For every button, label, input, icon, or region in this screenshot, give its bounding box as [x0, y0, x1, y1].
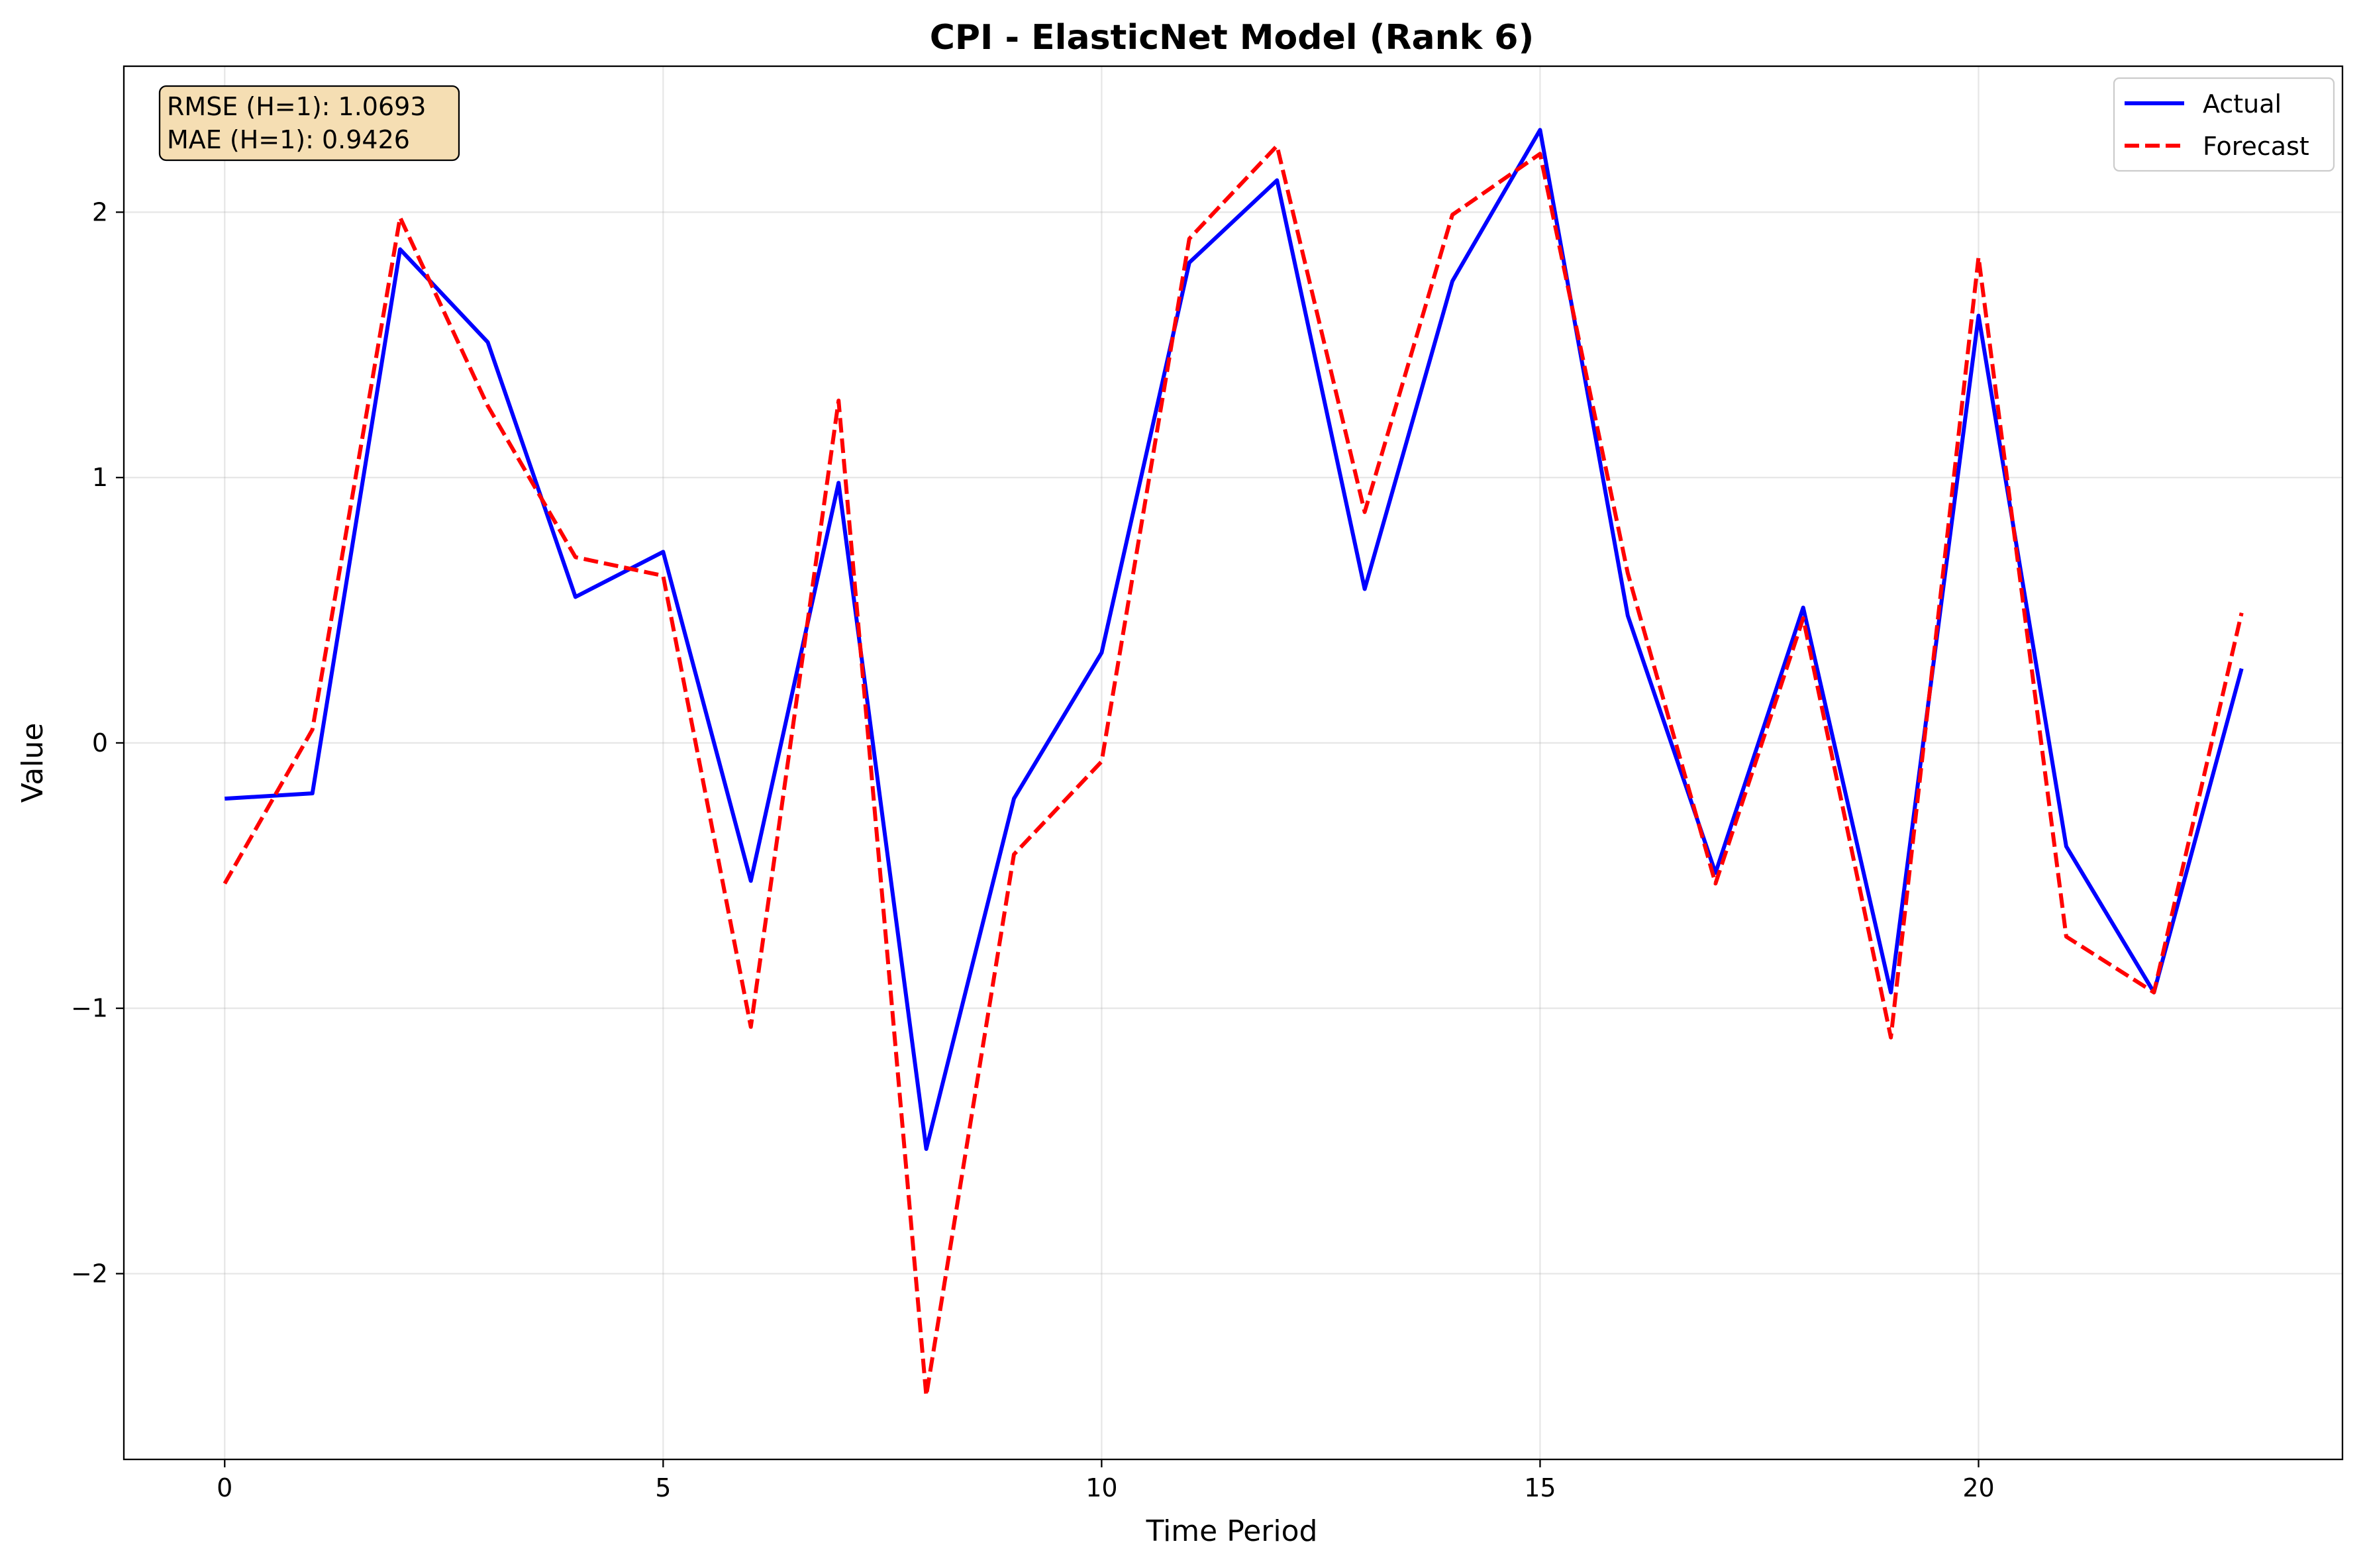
y-tick-label: −1: [71, 994, 108, 1023]
x-tick-label: 0: [217, 1473, 232, 1502]
metrics-box-frame: [158, 85, 460, 162]
y-axis-label: Value: [16, 723, 50, 803]
x-tick-label: 15: [1524, 1473, 1556, 1502]
y-tick-label: 2: [92, 197, 108, 226]
x-tick-label: 5: [655, 1473, 671, 1502]
plot-frame: [123, 65, 2344, 1461]
legend: Actual Forecast: [2113, 77, 2335, 172]
y-tick-label: 0: [92, 728, 108, 758]
mae-label: MAE (H=1): 0.9426: [167, 125, 410, 154]
series-line-actual: [225, 128, 2244, 1152]
legend-actual-label: Actual: [2203, 89, 2282, 119]
metrics-box: RMSE (H=1): 1.0693 MAE (H=1): 0.9426: [158, 85, 460, 162]
x-tick-label: 20: [1962, 1473, 1994, 1502]
rmse-label: RMSE (H=1): 1.0693: [167, 92, 427, 121]
chart-title: CPI - ElasticNet Model (Rank 6): [930, 18, 1534, 58]
y-tick-label: −2: [71, 1259, 108, 1288]
series-line-forecast: [223, 144, 2244, 1398]
y-tick-label: 1: [92, 463, 108, 492]
x-tick-label: 10: [1085, 1473, 1117, 1502]
grid: [124, 66, 2342, 1459]
series-lines: [223, 128, 2244, 1398]
legend-forecast-label: Forecast: [2203, 132, 2309, 161]
axis-ticks: 0 5 10 15 20 −2 −1 0 1 2: [71, 197, 1995, 1502]
x-axis-label: Time Period: [1146, 1514, 1318, 1548]
